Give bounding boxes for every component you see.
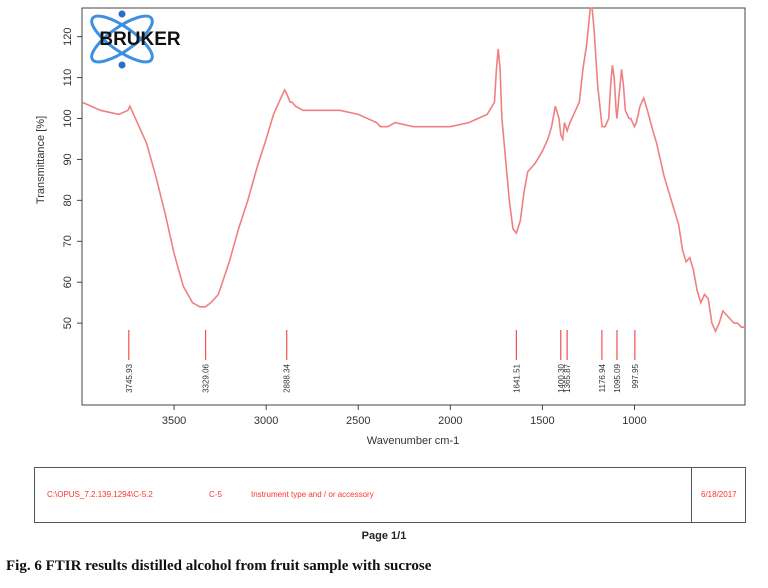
logo-dot-bottom [118, 61, 126, 69]
footer-date: 6/18/2017 [701, 490, 737, 499]
x-axis-label: Wavenumber cm-1 [367, 435, 460, 447]
peak-markers: 3745.93 3329.06 2888.34 1641.51 1400.301365.… [125, 330, 640, 393]
page-label: Page 1/1 [361, 530, 407, 542]
y-tick-label: 110 [62, 69, 74, 87]
footer-sample: C-5 [209, 490, 222, 499]
spectrum-line [81, 7, 745, 334]
logo-dot-top [118, 10, 126, 18]
ftir-chart: 50 60 70 80 90 100 110 120 3500 3000 2500 2000 1500… [35, 7, 746, 447]
x-axis: 3500 3000 2500 2000 1500 1000 [162, 405, 647, 427]
y-tick-label: 80 [62, 194, 74, 206]
peak-label: 3745.93 [125, 363, 134, 392]
y-tick-label: 120 [62, 27, 74, 45]
y-tick-label: 50 [62, 317, 74, 329]
y-axis: 50 60 70 80 90 100 110 120 [62, 27, 82, 329]
footer-info-box: C:\OPUS_7.2.139.1294\C-5.2 C-5 Instrumen… [34, 467, 746, 523]
y-tick-label: 90 [62, 153, 74, 165]
figure-caption: Fig. 6 FTIR results distilled alcohol fr… [6, 558, 432, 574]
logo-orbit-2 [90, 14, 154, 64]
logo-orbit-1 [90, 14, 154, 64]
peak-label: 1365.87 [563, 363, 572, 392]
peak-label: 2888.34 [283, 363, 292, 392]
footer-path: C:\OPUS_7.2.139.1294\C-5.2 [47, 490, 153, 499]
footer-instrument: Instrument type and / or accessory [251, 490, 374, 499]
y-tick-label: 60 [62, 276, 74, 288]
x-tick-label: 2000 [438, 415, 462, 427]
logo-text: BRUKER [99, 29, 181, 50]
y-axis-label: Transmittance [%] [35, 116, 47, 204]
y-tick-label: 70 [62, 235, 74, 247]
peak-label: 1095.09 [613, 363, 622, 392]
x-tick-label: 2500 [346, 415, 370, 427]
bruker-logo: BRUKER [90, 10, 181, 69]
footer-divider [691, 468, 692, 522]
peak-label: 3329.06 [202, 363, 211, 392]
peak-label: 997.95 [631, 363, 640, 388]
peak-label: 1641.51 [512, 363, 521, 392]
y-tick-label: 100 [62, 109, 74, 127]
peak-label: 1400.30 [557, 363, 566, 392]
x-tick-label: 3000 [254, 415, 278, 427]
plot-frame [81, 7, 746, 406]
x-tick-label: 1000 [622, 415, 646, 427]
x-tick-label: 3500 [162, 415, 186, 427]
peak-label: 1176.94 [598, 363, 607, 392]
x-tick-label: 1500 [530, 415, 554, 427]
